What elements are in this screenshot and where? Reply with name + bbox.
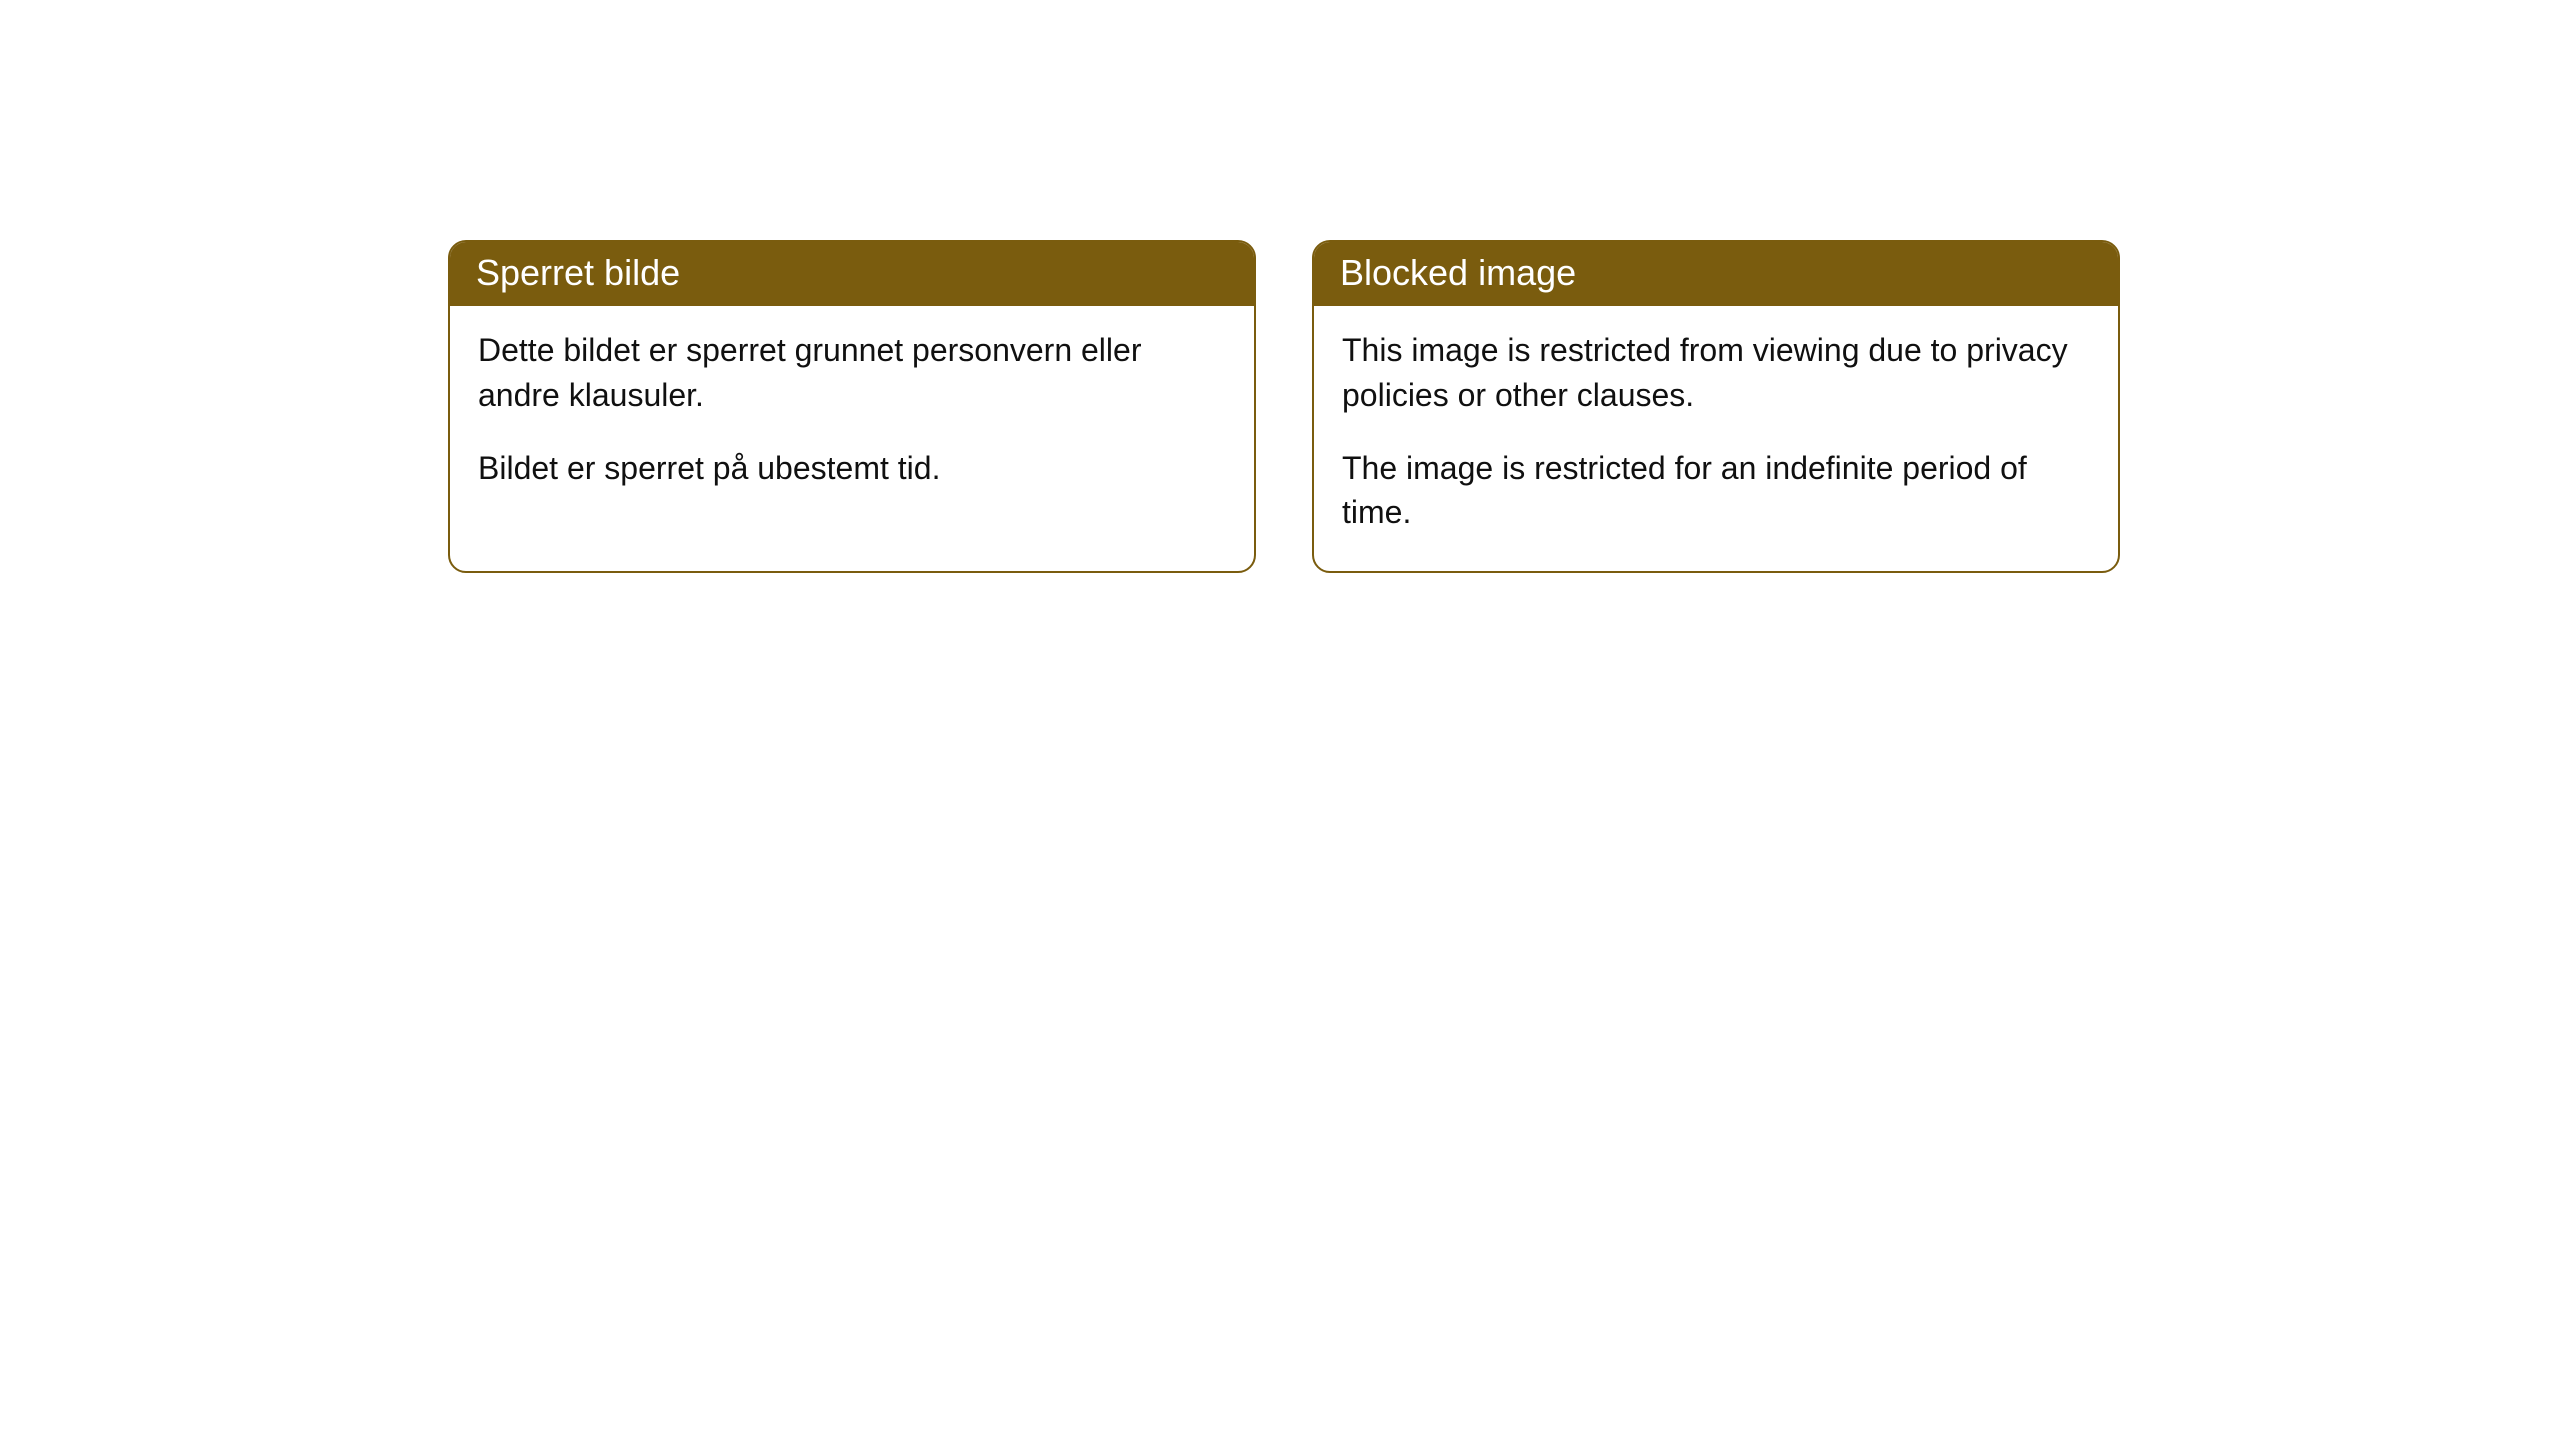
notice-card-english: Blocked image This image is restricted f… bbox=[1312, 240, 2120, 573]
notice-card-norwegian: Sperret bilde Dette bildet er sperret gr… bbox=[448, 240, 1256, 573]
notice-text-p1-norwegian: Dette bildet er sperret grunnet personve… bbox=[478, 328, 1226, 418]
notice-title-norwegian: Sperret bilde bbox=[450, 242, 1254, 306]
notice-text-p2-norwegian: Bildet er sperret på ubestemt tid. bbox=[478, 446, 1226, 491]
notice-title-english: Blocked image bbox=[1314, 242, 2118, 306]
notice-container: Sperret bilde Dette bildet er sperret gr… bbox=[0, 0, 2560, 573]
notice-text-p1-english: This image is restricted from viewing du… bbox=[1342, 328, 2090, 418]
notice-text-p2-english: The image is restricted for an indefinit… bbox=[1342, 446, 2090, 536]
notice-body-english: This image is restricted from viewing du… bbox=[1314, 306, 2118, 571]
notice-body-norwegian: Dette bildet er sperret grunnet personve… bbox=[450, 306, 1254, 526]
